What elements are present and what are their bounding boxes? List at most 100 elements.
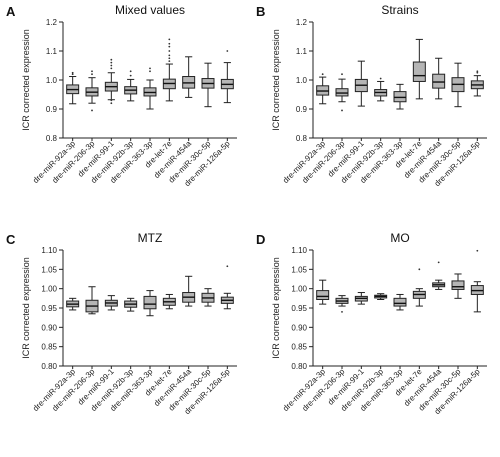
panel-letter: C <box>6 232 16 247</box>
y-tick-label: 1.2 <box>46 18 58 27</box>
y-tick-label: 0.90 <box>291 323 307 332</box>
outlier-point <box>110 58 113 61</box>
chart-panel-a: A Mixed values ICR corrected expression 0.8… <box>6 3 237 188</box>
y-tick-label: 1.05 <box>291 265 307 274</box>
box-iqr <box>335 88 349 97</box>
box-dre-miR-92b-3p <box>124 70 138 102</box>
y-tick-label: 0.80 <box>41 362 57 371</box>
outlier-point <box>149 67 151 70</box>
box-dre-miR-206-3p <box>85 286 99 315</box>
outlier-point <box>341 310 343 313</box>
outlier-point <box>226 50 229 52</box>
y-tick-label: 0.95 <box>41 304 57 313</box>
outlier-point <box>91 73 93 76</box>
panel-title: MO <box>390 231 409 245</box>
outlier-point <box>226 265 229 268</box>
box-iqr <box>412 61 426 82</box>
panel-title: Mixed values <box>115 3 185 17</box>
box-iqr <box>393 297 407 307</box>
outlier-point <box>168 50 171 52</box>
y-tick-label: 0.95 <box>291 304 307 313</box>
outlier-point <box>110 64 113 67</box>
outlier-point <box>91 70 93 73</box>
outlier-point <box>476 70 479 73</box>
box-dre-miR-99-1 <box>104 295 118 311</box>
outlier-point <box>341 73 343 76</box>
box-dre-miR-92b-3p <box>374 77 388 102</box>
y-tick-label: 0.9 <box>46 105 58 114</box>
box-dre-miR-206-3p <box>335 295 349 313</box>
box-dre-miR-30c-5p <box>201 288 215 307</box>
box-dre-miR-454a <box>432 57 446 100</box>
box-iqr <box>316 290 330 300</box>
box-dre-miR-30c-5p <box>451 273 465 299</box>
outlier-point <box>168 38 171 41</box>
chart-panel-b: B Strains ICR corrected expression 0.8 0.9 1.… <box>256 3 487 188</box>
box-dre-miR-126a-5p <box>470 70 484 97</box>
panel-title: Strains <box>381 3 418 17</box>
y-axis-title: ICR corrected expression <box>21 29 31 131</box>
box-dre-miR-92a-3p <box>66 71 80 105</box>
box-dre-miR-126a-5p <box>220 50 234 104</box>
y-tick-label: 0.85 <box>291 343 307 352</box>
box-dre-miR-363-3p <box>393 293 407 311</box>
y-axis-title: ICR corrected expression <box>21 257 31 359</box>
box-dre-miR-454a <box>432 261 446 290</box>
box-iqr <box>432 73 446 89</box>
y-tick-label: 1.00 <box>291 285 307 294</box>
y-tick-label: 1.0 <box>46 76 58 85</box>
outlier-point <box>168 57 171 60</box>
outlier-point <box>168 54 171 57</box>
box-dre-miR-99-1 <box>104 58 118 105</box>
box-dre-miR-92a-3p <box>316 279 330 305</box>
y-axis-title: ICR corrected expression <box>271 257 281 359</box>
y-tick-label: 0.8 <box>296 134 308 143</box>
outlier-point <box>110 102 113 105</box>
outlier-point <box>379 77 382 80</box>
chart-panel-c: C MTZ ICR corrected expression 0.80 0.85 0.90… <box>6 231 237 416</box>
y-tick-label: 1.1 <box>296 47 308 56</box>
y-tick-label: 0.8 <box>46 134 58 143</box>
outlier-point <box>110 99 113 102</box>
box-iqr <box>393 91 407 103</box>
y-tick-label: 1.10 <box>41 246 57 255</box>
y-axis-title: ICR corrected expression <box>271 29 281 131</box>
box-dre-miR-206-3p <box>335 73 349 112</box>
box-dre-miR-30c-5p <box>201 62 215 108</box>
box-dre-let-7e <box>162 38 176 102</box>
box-dre-let-7e <box>412 38 426 100</box>
outlier-point <box>476 71 479 74</box>
outlier-point <box>91 109 93 112</box>
box-dre-miR-454a <box>182 56 196 98</box>
outlier-point <box>168 42 171 45</box>
y-tick-label: 0.80 <box>291 362 307 371</box>
box-dre-miR-126a-5p <box>220 265 234 310</box>
outlier-point <box>168 60 171 63</box>
box-dre-miR-92a-3p <box>316 73 330 105</box>
panel-title: MTZ <box>138 231 163 245</box>
outlier-point <box>71 71 74 74</box>
y-tick-label: 1.1 <box>46 47 58 56</box>
box-iqr <box>451 280 465 290</box>
outlier-point <box>129 74 132 77</box>
y-tick-label: 1.00 <box>41 285 57 294</box>
box-iqr <box>143 295 157 310</box>
panel-letter: D <box>256 232 265 247</box>
panel-letter: A <box>6 4 16 19</box>
y-tick-label: 0.9 <box>296 105 308 114</box>
y-tick-label: 1.05 <box>41 265 57 274</box>
outlier-point <box>437 261 440 264</box>
outlier-point <box>110 61 113 64</box>
outlier-point <box>418 268 421 271</box>
panel-letter: B <box>256 4 265 19</box>
outlier-point <box>321 73 324 76</box>
box-dre-miR-454a <box>182 275 196 307</box>
y-tick-label: 1.0 <box>296 76 308 85</box>
outlier-point <box>341 109 343 112</box>
y-tick-label: 1.2 <box>296 18 308 27</box>
chart-panel-d: D MO ICR corrected expression 0.80 0.85 0.90 0… <box>256 231 487 416</box>
box-dre-miR-30c-5p <box>451 62 465 108</box>
y-tick-label: 1.10 <box>291 246 307 255</box>
